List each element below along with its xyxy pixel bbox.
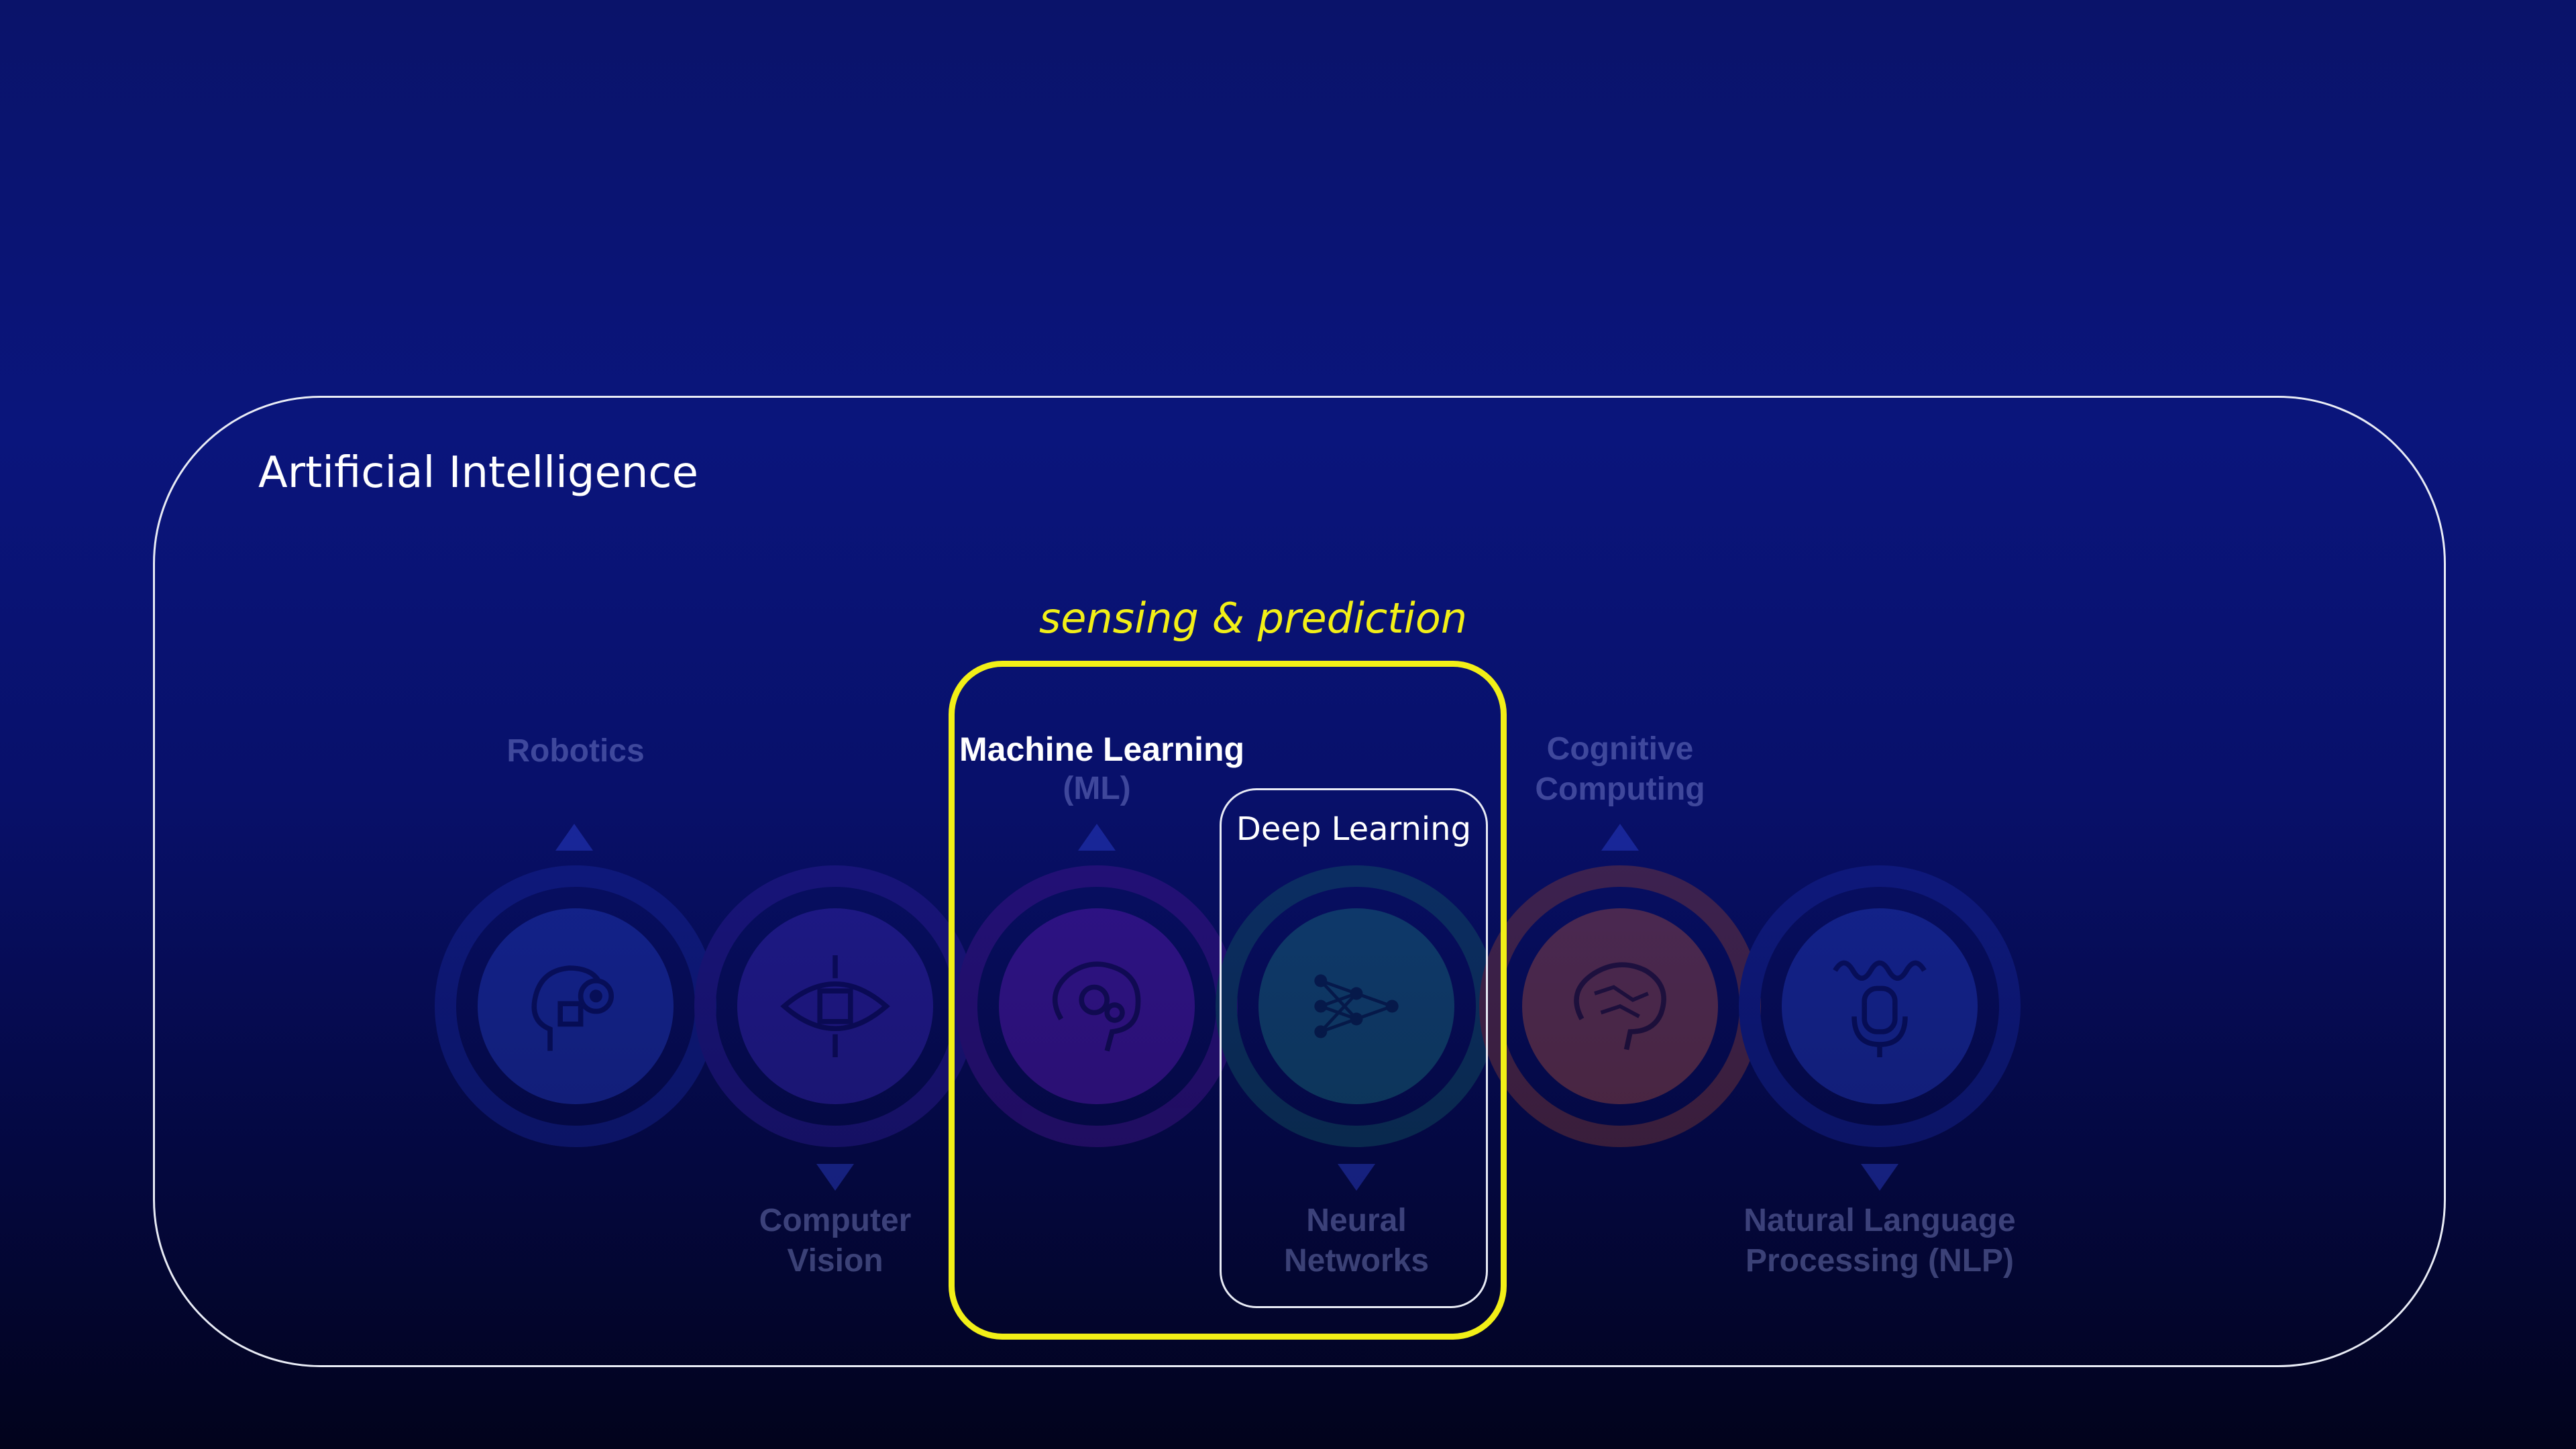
nlp-node	[1739, 865, 2021, 1147]
microphone-wave-icon	[1833, 960, 1927, 1057]
ml-abbreviation-label: (ML)	[1063, 771, 1131, 806]
arrow-down-icon	[816, 1164, 854, 1191]
arrow-up-icon	[1078, 824, 1116, 851]
cognitive-computing-core	[1522, 908, 1718, 1104]
robotics-node	[435, 865, 716, 1147]
neural-networks-core	[1258, 908, 1454, 1104]
deep-learning-box	[1220, 788, 1488, 1308]
nlp-core	[1782, 908, 1978, 1104]
neural-networks-label: Neural Networks	[1283, 1203, 1430, 1279]
robotics-core	[478, 908, 674, 1104]
artificial-intelligence-frame	[153, 396, 2446, 1367]
sensing-prediction-caption: sensing & prediction	[1038, 594, 1468, 643]
brain-gears-icon	[1052, 961, 1141, 1052]
robotics-label: Robotics	[506, 733, 645, 769]
computer-vision-label: Computer Vision	[759, 1203, 912, 1279]
brain-circuit-icon	[1574, 962, 1666, 1051]
arrow-up-icon	[555, 824, 593, 851]
robot-head-gear-icon	[531, 965, 614, 1051]
deep-learning-label: Deep Learning	[1236, 810, 1472, 848]
artificial-intelligence-title: Artificial Intelligence	[258, 448, 698, 498]
machine-learning-highlight-box	[949, 661, 1507, 1340]
computer-vision-core	[737, 908, 933, 1104]
arrow-down-icon	[1861, 1164, 1898, 1191]
nlp-label: Natural Language Processing (NLP)	[1743, 1203, 2016, 1279]
cognitive-computing-node	[1479, 865, 1761, 1147]
neural-network-icon	[1314, 974, 1399, 1038]
arrow-up-icon	[1601, 824, 1639, 851]
machine-learning-label: Machine Learning	[959, 731, 1245, 768]
machine-learning-core	[999, 908, 1195, 1104]
cognitive-computing-label: Cognitive Computing	[1535, 731, 1705, 807]
eye-chip-icon	[780, 955, 890, 1057]
arrow-down-icon	[1338, 1164, 1375, 1191]
computer-vision-node	[694, 865, 976, 1147]
